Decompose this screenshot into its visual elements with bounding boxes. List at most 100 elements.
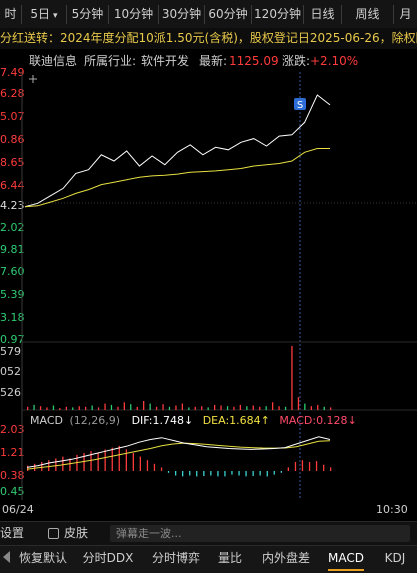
macd-histogram-bar: [182, 471, 184, 477]
macd-histogram-bar: [224, 471, 226, 477]
period-10min[interactable]: 10分钟: [109, 5, 159, 24]
macd-histogram-bar: [167, 471, 170, 473]
change-value: +2.10%: [310, 54, 359, 68]
macd-histogram-bar: [27, 465, 29, 471]
volume-bar: [304, 403, 306, 410]
volume-bar: [272, 402, 274, 410]
macd-histogram-bar: [41, 462, 43, 471]
period-intraday[interactable]: 时: [0, 5, 22, 24]
period-5min[interactable]: 5分钟: [67, 5, 109, 24]
volume-bar: [194, 406, 196, 410]
volume-bar: [233, 406, 235, 410]
period-5day[interactable]: 5日 ▾: [22, 5, 67, 24]
time-end: 10:30: [376, 503, 408, 516]
macd-histogram-bar: [217, 471, 219, 477]
volume-bar: [59, 408, 61, 410]
period-120min[interactable]: 120分钟: [252, 5, 304, 24]
stock-name: 联迪信息: [29, 54, 78, 68]
macd-histogram-bar: [203, 471, 205, 476]
volume-bar: [220, 405, 222, 410]
tab-volume-ratio[interactable]: 量比: [217, 551, 242, 565]
macd-histogram-bar: [210, 471, 212, 476]
period-weekly[interactable]: 周线: [342, 5, 394, 24]
price-tick: 5.07: [0, 110, 25, 123]
signal-marker[interactable]: S: [294, 98, 306, 111]
chevron-down-icon: ▾: [53, 11, 58, 21]
macd-title: MACD: [30, 414, 63, 427]
macd-histogram-bar: [90, 451, 92, 471]
volume-bar: [297, 397, 300, 410]
macd-histogram-bar: [69, 458, 71, 471]
tab-kdj[interactable]: KDJ: [384, 551, 406, 565]
period-bar: 时 5日 ▾ 5分钟 10分钟 30分钟 60分钟 120分钟 日线 周线 月: [0, 0, 417, 29]
add-indicator-icon[interactable]: [29, 75, 37, 83]
indicator-tabs: 恢复默认 分时DDX 分时博弈 量比 内外盘差 MACD KDJ: [0, 545, 417, 573]
period-60min[interactable]: 60分钟: [205, 5, 252, 24]
volume-bar: [168, 406, 171, 410]
volume-bar: [291, 346, 293, 410]
volume-bar: [46, 407, 48, 410]
skin-icon[interactable]: [48, 528, 59, 539]
price-tick: 4.23: [0, 199, 25, 212]
volume-bar: [310, 406, 312, 410]
change-label: 涨跌:: [282, 54, 311, 68]
intraday-chart[interactable]: S: [0, 0, 417, 520]
macd-histogram-bar: [125, 449, 127, 471]
dea-line: [26, 440, 331, 470]
macd-histogram-bar: [266, 471, 268, 477]
period-daily[interactable]: 日线: [304, 5, 342, 24]
volume-bar: [207, 407, 209, 410]
tab-intraday-game[interactable]: 分时博弈: [151, 551, 200, 565]
macd-histogram-bar: [252, 471, 254, 476]
volume-bar: [284, 406, 287, 410]
tab-restore-default[interactable]: 恢复默认: [18, 551, 67, 565]
volume-bar: [181, 403, 183, 410]
tab-macd[interactable]: MACD: [324, 546, 368, 573]
volume-bar: [117, 406, 119, 410]
volume-bar: [278, 406, 280, 410]
tab-inner-outer-diff[interactable]: 内外盘差: [261, 551, 310, 565]
price-tick: 3.18: [0, 311, 25, 324]
macd-histogram-bar: [231, 471, 233, 475]
macd-histogram-bar: [315, 461, 318, 471]
settings-button[interactable]: 设置: [0, 526, 25, 540]
tab-prev-icon[interactable]: [3, 551, 10, 563]
macd-label: MACD:: [279, 414, 317, 427]
macd-histogram-bar: [323, 464, 325, 471]
price-tick: 6.28: [0, 87, 25, 100]
period-monthly[interactable]: 月: [399, 7, 412, 21]
skin-button[interactable]: 皮肤: [64, 526, 89, 540]
volume-bar: [130, 404, 132, 410]
volume-bar: [317, 404, 319, 410]
danmu-input[interactable]: 弹幕走一波...: [110, 525, 410, 542]
dif-label: DIF:: [131, 414, 153, 427]
volume-bar: [52, 405, 55, 410]
macd-histogram-bar: [287, 467, 289, 471]
macd-histogram-bar: [132, 453, 134, 471]
volume-bar: [201, 406, 203, 410]
price-tick: 6.44: [0, 179, 25, 192]
industry-label: 所属行业:: [84, 54, 137, 68]
volume-bar: [239, 404, 241, 410]
tab-intraday-ddx[interactable]: 分时DDX: [82, 551, 134, 565]
price-series: [24, 94, 331, 208]
macd-histogram-bar: [34, 463, 36, 471]
macd-histogram-bar: [301, 460, 304, 471]
period-5day-label: 5日: [30, 7, 51, 21]
macd-histogram-bar: [146, 460, 149, 471]
macd-histogram-bar: [189, 471, 191, 476]
volume-bar: [65, 406, 67, 410]
volume-tick: 052: [0, 365, 21, 378]
macd-histogram-bar: [118, 445, 120, 471]
price-tick: 0.86: [0, 133, 25, 146]
macd-histogram-bar: [111, 447, 113, 471]
period-30min[interactable]: 30分钟: [159, 5, 205, 24]
macd-histogram-bar: [83, 453, 85, 471]
volume-bar: [123, 402, 125, 410]
signal-marker-box: [294, 98, 306, 110]
avg-price-line: [24, 148, 330, 208]
dividend-notice[interactable]: 分红送转：2024年度分配10派1.50元(含税)，股权登记日2025-06-2…: [0, 28, 417, 49]
signal-marker-label: S: [297, 100, 303, 111]
macd-histogram-bar: [104, 449, 106, 471]
macd-arrow: ↓: [347, 414, 357, 427]
